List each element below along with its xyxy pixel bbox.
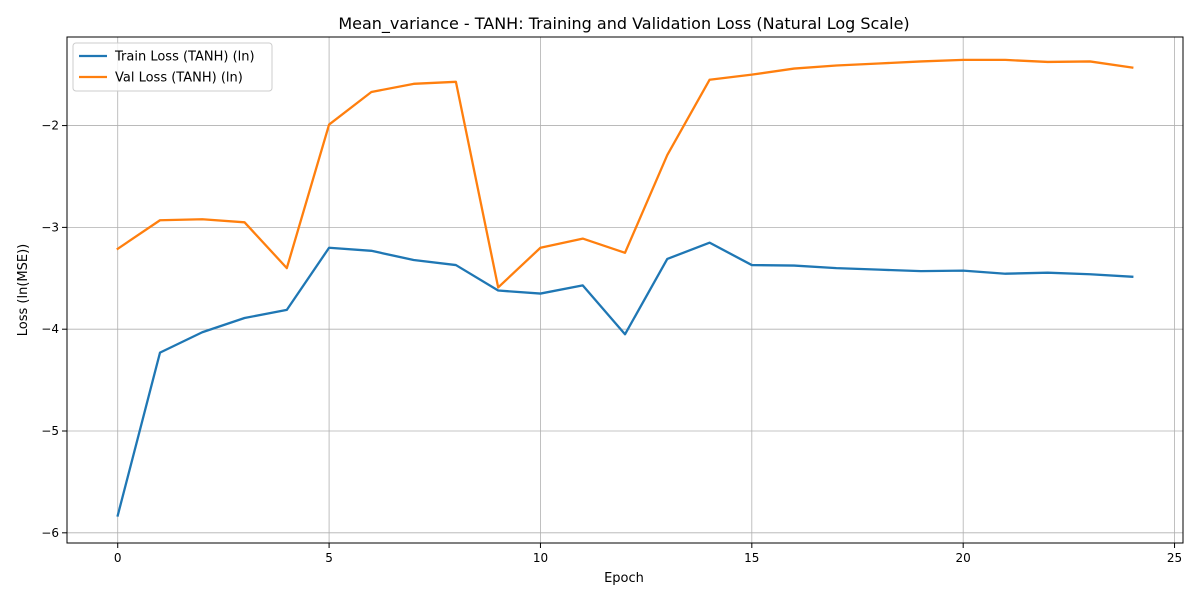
legend: Train Loss (TANH) (ln) Val Loss (TANH) (l… xyxy=(72,42,273,92)
x-tick-label: 0 xyxy=(114,551,122,565)
chart-title: Mean_variance - TANH: Training and Valid… xyxy=(338,14,909,34)
series-line-val-loss xyxy=(116,58,1134,289)
legend-entry: Val Loss (TANH) (ln) xyxy=(115,71,243,86)
y-tick-label: −3 xyxy=(41,220,59,234)
x-axis-label: Epoch xyxy=(604,571,644,586)
x-tick-label: 15 xyxy=(744,551,759,565)
x-tick-label: 10 xyxy=(533,551,548,565)
x-tick-label: 25 xyxy=(1167,551,1182,565)
y-axis-label: Loss (ln(MSE)) xyxy=(16,244,31,336)
series-line-train-loss xyxy=(116,241,1134,517)
y-tick-label: −2 xyxy=(41,119,59,133)
plot-frame xyxy=(66,36,1184,544)
x-axis-ticks: 0 5 10 15 20 25 xyxy=(114,543,1182,565)
series-layer xyxy=(116,58,1134,517)
gridlines xyxy=(67,37,1183,543)
x-tick-label: 5 xyxy=(325,551,333,565)
y-tick-label: −4 xyxy=(41,322,59,336)
legend-box xyxy=(72,42,273,92)
legend-entry: Train Loss (TANH) (ln) xyxy=(114,50,255,65)
y-axis-ticks: −6 −5 −4 −3 −2 xyxy=(41,119,67,540)
x-tick-label: 20 xyxy=(956,551,971,565)
y-tick-label: −5 xyxy=(41,424,59,438)
y-tick-label: −6 xyxy=(41,526,59,540)
